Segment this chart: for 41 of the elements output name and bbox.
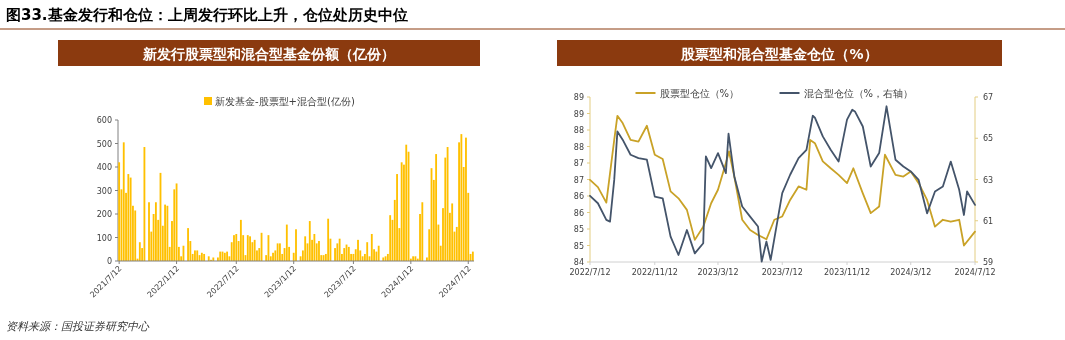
y2-tick-label: 63 [983,175,994,185]
x-tick-label: 2022/11/12 [631,268,678,277]
chart-title: 新发行股票型和混合型基金份额（亿份） [142,45,395,62]
y-tick-label: 85 [573,241,584,251]
y-tick-label: 400 [96,163,112,172]
text: 资料来源：国投证券研究中心 [6,320,150,333]
x-tick-label: 2024/7/12 [954,268,996,277]
y2-tick-label: 65 [983,134,994,144]
y-tick-label: 300 [96,186,112,196]
legend-label: 股票型仓位（%） [659,88,740,99]
x-tick-label: 2024/3/12 [890,268,932,277]
y-tick-label: 600 [96,116,112,125]
y-tick-label: 89 [573,109,584,119]
x-tick-label: 2023/3/12 [697,268,739,277]
legend-label: 混合型仓位（%，右轴） [803,88,914,99]
legend-item: 股票型仓位（%） [634,88,739,99]
y-tick-label: 86 [573,208,584,218]
y2-tick-label: 61 [983,216,994,226]
y-tick-label: 85 [573,225,584,234]
caption: 图33.基金发行和仓位：上周发行环比上升，仓位处历史中位 [6,6,408,24]
y2-tick-label: 59 [983,258,994,267]
y-tick-label: 87 [573,175,584,185]
x-tick-label: 2023/7/12 [761,268,803,277]
y-tick-label: 88 [573,142,584,152]
y-tick-label: 88 [573,126,584,135]
y-tick-label: 500 [96,139,112,149]
y-tick-label: 0 [106,257,112,266]
y-tick-label: 84 [573,258,584,267]
line-series [589,105,976,263]
y2-tick-label: 67 [983,93,994,102]
y-tick-label: 87 [573,159,584,168]
legend-item: 新发基金-股票型+混合型(亿份) [204,96,355,107]
line-series [589,114,976,247]
y-tick-label: 89 [573,93,584,102]
y-tick-label: 200 [96,210,112,219]
chart-title: 股票型和混合型基金仓位（%） [680,45,878,62]
y-tick-label: 86 [573,192,584,201]
x-tick-label: 2023/11/12 [823,268,871,277]
legend-item: 混合型仓位（%，右轴） [778,88,913,99]
x-tick-label: 2022/7/12 [569,268,611,277]
y-tick-label: 100 [96,233,112,243]
